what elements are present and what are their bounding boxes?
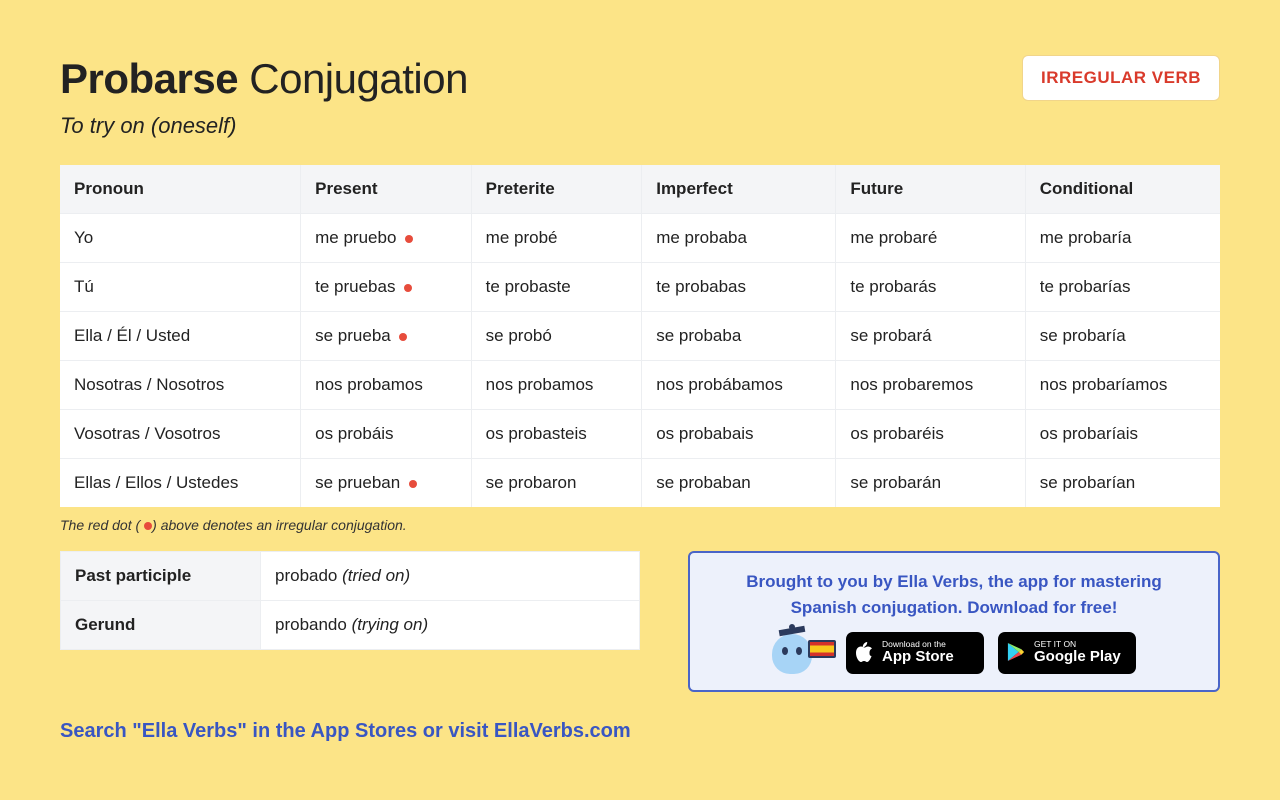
table-header: Pronoun	[60, 165, 301, 214]
conjugation-cell: se probarían	[1025, 459, 1220, 508]
dot-icon	[144, 522, 152, 530]
dot-icon	[399, 333, 407, 341]
pronoun-cell: Ella / Él / Usted	[60, 312, 301, 361]
conjugation-cell: me probaría	[1025, 214, 1220, 263]
form-label: Gerund	[61, 601, 261, 650]
page-title: Probarse Conjugation	[60, 55, 468, 103]
table-header: Preterite	[471, 165, 642, 214]
conjugation-cell: nos probamos	[301, 361, 472, 410]
conjugation-cell: se probó	[471, 312, 642, 361]
apple-icon	[855, 642, 875, 664]
conjugation-cell: os probaréis	[836, 410, 1025, 459]
app-store-badge[interactable]: Download on the App Store	[846, 632, 984, 674]
pronoun-cell: Ellas / Ellos / Ustedes	[60, 459, 301, 508]
form-value: probando (trying on)	[261, 601, 640, 650]
promo-text: Brought to you by Ella Verbs, the app fo…	[710, 569, 1198, 620]
conjugation-cell: nos probamos	[471, 361, 642, 410]
form-row: Gerundprobando (trying on)	[61, 601, 640, 650]
dot-icon	[409, 480, 417, 488]
google-play-icon	[1007, 642, 1027, 664]
title-verb: Probarse	[60, 55, 238, 102]
conjugation-cell: se probaron	[471, 459, 642, 508]
conjugation-cell: nos probaremos	[836, 361, 1025, 410]
conjugation-cell: te probabas	[642, 263, 836, 312]
form-row: Past participleprobado (tried on)	[61, 552, 640, 601]
conjugation-cell: se probarán	[836, 459, 1025, 508]
table-row: Ella / Él / Ustedse prueba se probó se p…	[60, 312, 1220, 361]
conjugation-cell: se probará	[836, 312, 1025, 361]
conjugation-cell: me probé	[471, 214, 642, 263]
conjugation-cell: se probaba	[642, 312, 836, 361]
table-row: Nosotras / Nosotrosnos probamos nos prob…	[60, 361, 1220, 410]
dot-icon	[405, 235, 413, 243]
conjugation-cell: os probaríais	[1025, 410, 1220, 459]
google-play-badge[interactable]: GET IT ON Google Play	[998, 632, 1136, 674]
conjugation-cell: se probaban	[642, 459, 836, 508]
irregular-badge: IRREGULAR VERB	[1022, 55, 1220, 101]
conjugation-cell: me probaba	[642, 214, 836, 263]
title-rest: Conjugation	[238, 55, 468, 102]
conjugation-cell: me probaré	[836, 214, 1025, 263]
irregular-footnote: The red dot () above denotes an irregula…	[60, 517, 1220, 533]
form-label: Past participle	[61, 552, 261, 601]
table-header: Present	[301, 165, 472, 214]
cta-text: Search "Ella Verbs" in the App Stores or…	[60, 720, 1220, 743]
conjugation-cell: nos probábamos	[642, 361, 836, 410]
pronoun-cell: Nosotras / Nosotros	[60, 361, 301, 410]
forms-table: Past participleprobado (tried on)Gerundp…	[60, 551, 640, 650]
conjugation-cell: te pruebas	[301, 263, 472, 312]
conjugation-cell: os probabais	[642, 410, 836, 459]
verb-translation: To try on (oneself)	[60, 113, 468, 139]
table-row: Vosotras / Vosotrosos probáis os probast…	[60, 410, 1220, 459]
table-header: Imperfect	[642, 165, 836, 214]
conjugation-cell: se prueba	[301, 312, 472, 361]
form-value: probado (tried on)	[261, 552, 640, 601]
pronoun-cell: Tú	[60, 263, 301, 312]
conjugation-cell: os probasteis	[471, 410, 642, 459]
promo-box: Brought to you by Ella Verbs, the app fo…	[688, 551, 1220, 692]
mascot-icon	[772, 632, 832, 674]
pronoun-cell: Yo	[60, 214, 301, 263]
table-row: Yome pruebo me probé me probaba me proba…	[60, 214, 1220, 263]
dot-icon	[404, 284, 412, 292]
conjugation-table: PronounPresentPreteriteImperfectFutureCo…	[60, 165, 1220, 507]
conjugation-cell: se probaría	[1025, 312, 1220, 361]
table-header: Future	[836, 165, 1025, 214]
conjugation-cell: os probáis	[301, 410, 472, 459]
conjugation-cell: te probarías	[1025, 263, 1220, 312]
pronoun-cell: Vosotras / Vosotros	[60, 410, 301, 459]
table-row: Túte pruebas te probaste te probabas te …	[60, 263, 1220, 312]
table-row: Ellas / Ellos / Ustedesse prueban se pro…	[60, 459, 1220, 508]
conjugation-cell: te probarás	[836, 263, 1025, 312]
conjugation-cell: te probaste	[471, 263, 642, 312]
conjugation-cell: me pruebo	[301, 214, 472, 263]
conjugation-cell: se prueban	[301, 459, 472, 508]
conjugation-cell: nos probaríamos	[1025, 361, 1220, 410]
table-header: Conditional	[1025, 165, 1220, 214]
